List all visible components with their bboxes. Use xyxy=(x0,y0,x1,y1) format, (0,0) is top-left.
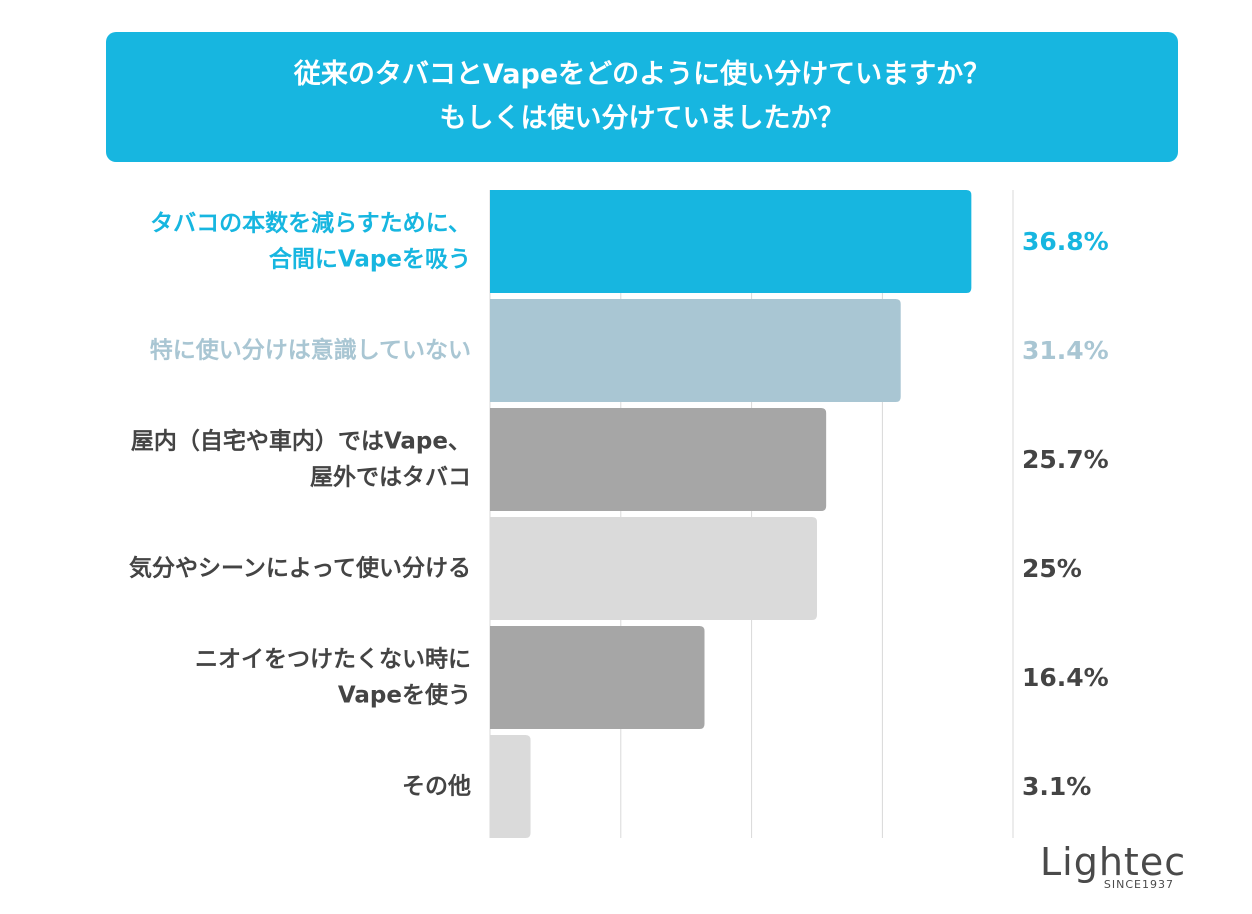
category-label-line: 特に使い分けは意識していない xyxy=(150,337,471,364)
category-label-line: タバコの本数を減らすために、 xyxy=(150,211,471,237)
logo-wordmark: Lightec xyxy=(1040,840,1187,884)
value-label: 16.4% xyxy=(1022,663,1109,692)
category-label-line: その他 xyxy=(402,774,471,800)
lightec-logo: Lightec SINCE1937 xyxy=(1040,840,1187,898)
category-label-line: 気分やシーンによって使い分ける xyxy=(129,555,471,582)
value-label: 36.8% xyxy=(1022,227,1109,256)
bar xyxy=(490,735,531,838)
bar xyxy=(490,190,972,293)
category-label: 特に使い分けは意識していない xyxy=(150,337,471,364)
bar xyxy=(490,408,827,511)
value-label: 3.1% xyxy=(1022,772,1091,801)
category-label-line: 合間にVapeを吸う xyxy=(269,246,471,273)
category-label-line: 屋外ではタバコ xyxy=(310,464,471,491)
logo-since: SINCE1937 xyxy=(1103,878,1174,891)
category-label-line: ニオイをつけたくない時に xyxy=(195,647,471,673)
chart-title-line-1: 従来のタバコとVapeをどのように使い分けていますか？ xyxy=(293,59,991,90)
chart-title-box: 従来のタバコとVapeをどのように使い分けていますか？ もしくは使い分けていまし… xyxy=(106,32,1178,162)
bar xyxy=(490,626,705,729)
chart-title-line-2: もしくは使い分けていましたか？ xyxy=(439,103,845,134)
value-label: 31.4% xyxy=(1022,336,1109,365)
value-label: 25.7% xyxy=(1022,445,1109,474)
category-label: その他 xyxy=(402,774,471,800)
category-label: 気分やシーンによって使い分ける xyxy=(129,555,471,582)
value-label: 25% xyxy=(1022,554,1082,583)
category-label: ニオイをつけたくない時に Vapeを使う xyxy=(195,647,471,709)
category-label: 屋内（自宅や車内）ではVape、屋外ではタバコ xyxy=(131,428,471,491)
category-label-line: 屋内（自宅や車内）ではVape、 xyxy=(131,428,471,455)
bar xyxy=(490,517,817,620)
bar xyxy=(490,299,901,402)
category-label-line: Vapeを使う xyxy=(338,683,471,709)
category-label: タバコの本数を減らすために、合間にVapeを吸う xyxy=(150,211,471,273)
